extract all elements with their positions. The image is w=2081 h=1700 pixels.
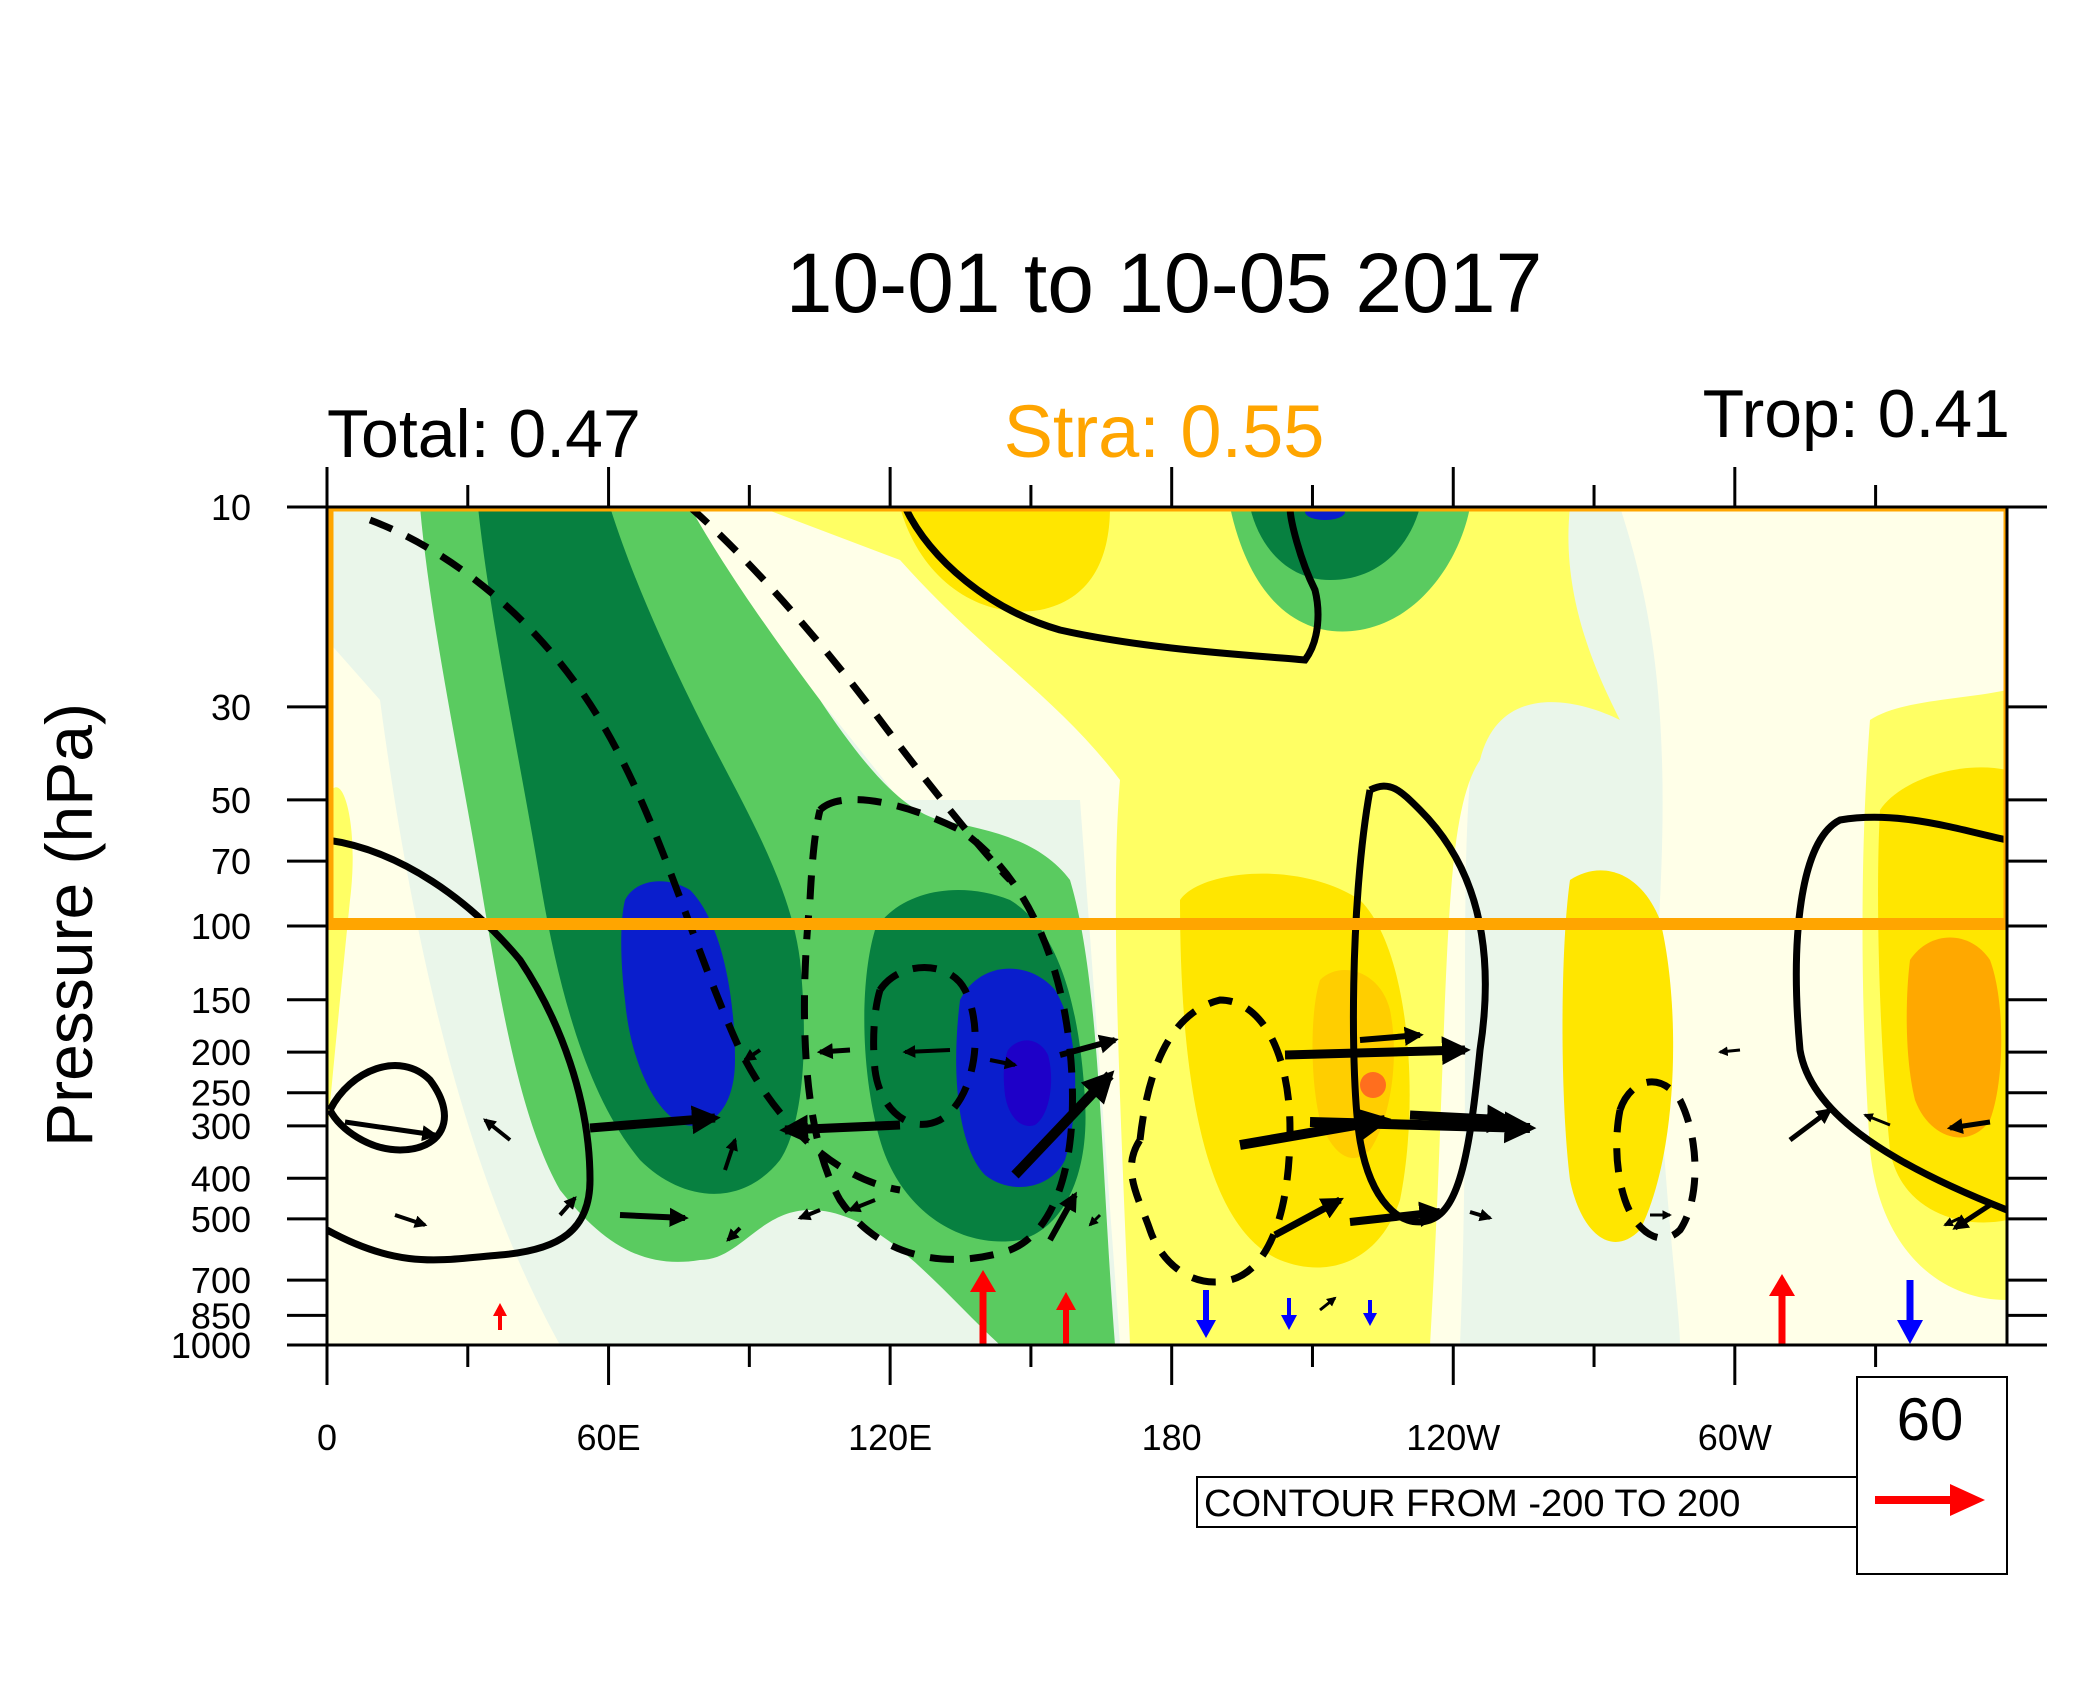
vector xyxy=(1409,1104,1516,1134)
y-tick-label: 150 xyxy=(191,980,251,1021)
solid-contour-west xyxy=(327,836,594,1264)
wind-vectors xyxy=(344,1026,1992,1312)
solid-contour-small-loop xyxy=(327,1062,448,1154)
y-tick-label: 300 xyxy=(191,1106,251,1147)
x-tick-label: 60E xyxy=(577,1417,641,1458)
vector xyxy=(558,1196,577,1217)
trop-label: Trop: 0.41 xyxy=(1703,376,2010,452)
orange-spot xyxy=(1906,937,2002,1138)
solid-contour-top xyxy=(901,507,1322,664)
vector xyxy=(1952,1202,1992,1231)
dashed-contour-dateline xyxy=(1128,996,1294,1286)
y-tick-label: 1000 xyxy=(171,1325,251,1366)
up-arrow-head xyxy=(1769,1274,1795,1296)
y-tick-label: 50 xyxy=(211,780,251,821)
yellow-mid-spot xyxy=(1562,870,1674,1242)
y-tick-label: 200 xyxy=(191,1032,251,1073)
contour-info-text: CONTOUR FROM -200 TO 200 xyxy=(1204,1483,1740,1525)
x-tick-label: 60W xyxy=(1698,1417,1772,1458)
vector xyxy=(1059,1034,1119,1058)
y-tick-label: 30 xyxy=(211,687,251,728)
vector-reference-box xyxy=(1856,1376,2008,1575)
vector xyxy=(989,1056,1018,1070)
y-tick-label: 250 xyxy=(191,1073,251,1114)
vector xyxy=(619,1207,689,1227)
yellow-upper-spot xyxy=(900,507,1110,612)
vector xyxy=(589,1105,721,1135)
y-tick-label: 70 xyxy=(211,841,251,882)
down-arrow-head xyxy=(1196,1320,1216,1338)
vertical-flux-arrows xyxy=(493,1270,1923,1345)
blue-core-west xyxy=(621,881,735,1126)
vector xyxy=(1946,1118,1991,1135)
vector xyxy=(1943,1216,1961,1227)
vector xyxy=(816,1043,851,1060)
vector xyxy=(1469,1208,1493,1222)
vector-reference-value: 60 xyxy=(1897,1386,1964,1453)
y-axis-label: Pressure (hPa) xyxy=(32,703,106,1147)
x-tick-label: 120E xyxy=(848,1417,932,1458)
vector xyxy=(1788,1108,1833,1142)
y-tick-label: 500 xyxy=(191,1199,251,1240)
vector xyxy=(1718,1046,1741,1057)
dashed-contour-east-loop xyxy=(1613,1078,1699,1242)
vector xyxy=(847,1198,876,1213)
y-tick-label: 100 xyxy=(191,906,251,947)
vector xyxy=(902,1045,951,1058)
vector xyxy=(1349,1201,1446,1227)
vector xyxy=(344,1119,439,1142)
x-tick-label: 180 xyxy=(1142,1417,1202,1458)
up-arrow-head xyxy=(493,1303,507,1316)
down-arrow-head xyxy=(1281,1315,1297,1330)
vector xyxy=(779,1114,901,1144)
stra-label: Stra: 0.55 xyxy=(1004,390,1325,473)
chart-title: 10-01 to 10-05 2017 xyxy=(786,236,1543,330)
total-label: Total: 0.47 xyxy=(327,396,641,472)
up-arrow-head xyxy=(970,1270,996,1292)
down-arrow-head xyxy=(1897,1320,1923,1344)
contour-info-box xyxy=(1196,1476,1858,1528)
vector xyxy=(797,1208,821,1221)
vector-reference-arrowhead xyxy=(1950,1484,1985,1516)
down-arrow-head xyxy=(1363,1313,1377,1326)
y-tick-label: 10 xyxy=(211,487,251,528)
vector xyxy=(1863,1113,1891,1127)
vector xyxy=(726,1226,742,1242)
up-arrow-head xyxy=(1056,1292,1076,1310)
dashed-contour-middle-loop xyxy=(800,796,1076,1263)
vector xyxy=(1088,1213,1102,1227)
vector xyxy=(723,1137,738,1171)
solid-contour-north-tongue xyxy=(1349,782,1489,1226)
red-orange-spot xyxy=(1360,1072,1386,1098)
vector xyxy=(1284,1036,1471,1066)
y-tick-label: 400 xyxy=(191,1158,251,1199)
vector xyxy=(1319,1296,1337,1312)
x-tick-label: 0 xyxy=(317,1417,337,1458)
y-tick-label: 700 xyxy=(191,1260,251,1301)
vector xyxy=(483,1118,512,1142)
vector xyxy=(1273,1196,1344,1239)
x-tick-label: 120W xyxy=(1406,1417,1500,1458)
vector xyxy=(1359,1026,1424,1046)
vector xyxy=(394,1213,428,1228)
vector xyxy=(742,1048,762,1062)
vector xyxy=(1011,1070,1115,1179)
y-tick-label: 850 xyxy=(191,1295,251,1336)
vector xyxy=(1047,1191,1078,1242)
